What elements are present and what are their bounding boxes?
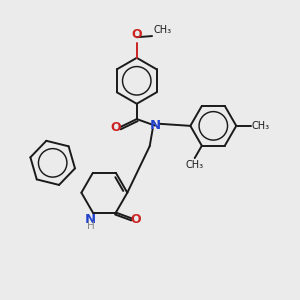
Text: O: O [110,122,121,134]
Text: H: H [87,220,94,230]
Text: CH₃: CH₃ [153,25,171,35]
Text: N: N [85,213,96,226]
Text: CH₃: CH₃ [252,121,270,131]
Text: CH₃: CH₃ [186,160,204,170]
Text: O: O [131,28,142,41]
Text: O: O [131,213,142,226]
Text: N: N [149,119,161,132]
